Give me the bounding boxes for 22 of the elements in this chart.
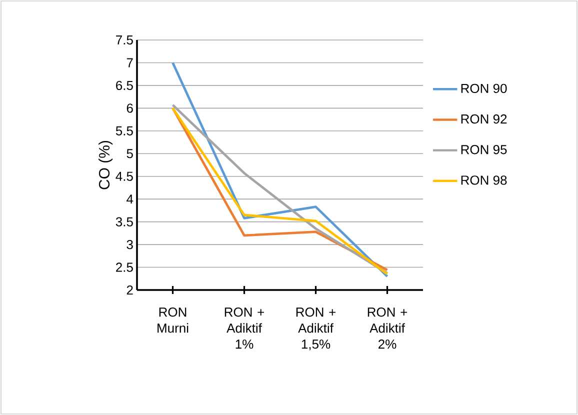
- y-tick-label: 4.5: [116, 172, 133, 181]
- y-tick-label: 4: [126, 194, 134, 204]
- x-tick-label: RON + Adiktif 1%: [224, 308, 264, 349]
- legend-label: RON 98: [461, 176, 507, 185]
- y-tick-label: 2.5: [116, 262, 133, 272]
- x-tick-label: RON + Adiktif 1,5%: [296, 308, 336, 350]
- y-tick-label: 7.5: [116, 35, 133, 45]
- legend-label: RON 95: [461, 144, 507, 154]
- y-axis-title: CO (%): [98, 140, 113, 190]
- x-tick-label: RON + Adiktif 2%: [368, 308, 408, 349]
- y-tick-label: 3: [126, 240, 133, 250]
- y-tick-label: 5.5: [116, 126, 133, 136]
- line-series: [172, 62, 388, 278]
- y-tick-label: 5: [126, 149, 133, 158]
- legend-label: RON 92: [461, 114, 507, 124]
- y-tick-label: 6.5: [116, 80, 133, 90]
- y-tick-label: 3.5: [116, 217, 133, 226]
- y-tick-label: 6: [126, 104, 133, 113]
- x-tick-label: RON Murni: [158, 308, 188, 333]
- legend-label: RON 90: [461, 84, 507, 94]
- y-tick-label: 2: [126, 285, 133, 295]
- y-tick-label: 7: [126, 58, 133, 68]
